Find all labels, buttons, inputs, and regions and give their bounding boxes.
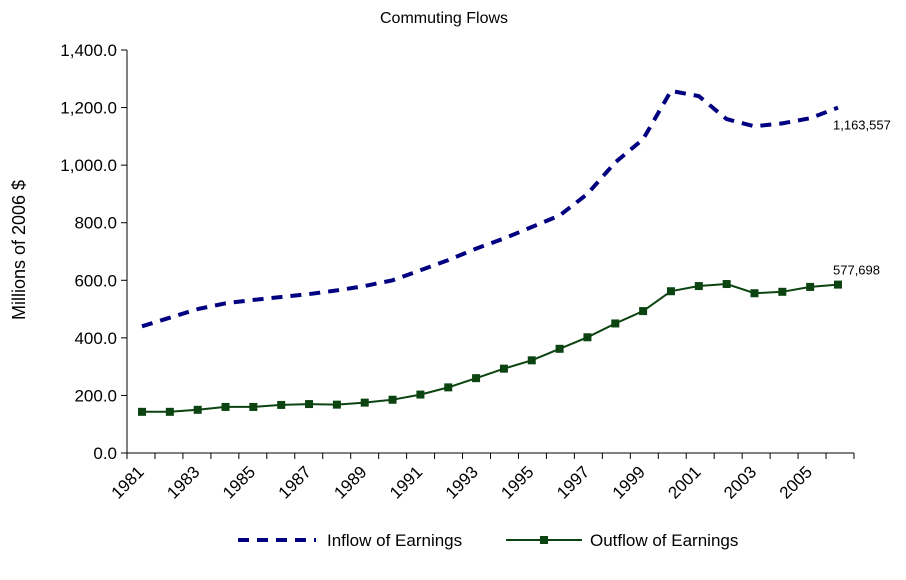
- x-tick-label: 1999: [609, 462, 649, 502]
- data-point: [138, 407, 146, 416]
- plot-area: 1,163,557 577,698: [138, 88, 891, 416]
- y-tick-label: 400.0: [74, 329, 117, 348]
- x-tick-label: 2005: [776, 462, 816, 502]
- y-axis-label: Millions of 2006 $: [9, 180, 29, 320]
- data-point: [527, 356, 536, 365]
- x-tick-label: 1991: [386, 462, 426, 502]
- legend-label-inflow: Inflow of Earnings: [327, 531, 462, 550]
- series-line-inflow: [141, 88, 839, 329]
- x-tick-label: 2001: [664, 462, 704, 502]
- y-tick-label: 1,200.0: [60, 99, 117, 118]
- data-point: [834, 280, 842, 289]
- legend-label-outflow: Outflow of Earnings: [590, 531, 738, 550]
- data-point: [694, 282, 703, 291]
- data-point: [444, 383, 453, 392]
- data-point: [611, 319, 620, 328]
- data-point: [221, 402, 230, 411]
- data-label-inflow: 1,163,557: [833, 118, 891, 133]
- series-line-outflow: [142, 283, 839, 413]
- x-tick-label: 1981: [108, 462, 148, 502]
- data-point: [472, 374, 481, 383]
- y-tick-label: 1,000.0: [60, 156, 117, 175]
- data-point: [388, 395, 397, 404]
- y-tick-label: 0.0: [93, 444, 117, 463]
- data-point: [750, 289, 759, 298]
- data-point: [332, 400, 341, 409]
- legend-marker-outflow: [540, 536, 548, 544]
- chart-title: Commuting Flows: [380, 10, 508, 27]
- data-point: [165, 407, 174, 416]
- data-point: [583, 333, 592, 342]
- y-tick-label: 800.0: [74, 214, 117, 233]
- data-point: [249, 402, 258, 411]
- y-axis: 0.0 200.0 400.0 600.0 800.0 1,000.0 1,200.0 1,4…: [60, 41, 128, 463]
- y-tick-label: 1,400.0: [60, 41, 117, 60]
- data-point: [499, 364, 508, 373]
- x-axis: 1981 1983 1985 1987 1989 1991 1993 1995 1997 1999…: [108, 452, 855, 503]
- data-point: [666, 287, 675, 296]
- x-tick-label: 1997: [553, 462, 593, 502]
- data-point: [722, 280, 731, 289]
- x-tick-label: 1993: [442, 462, 482, 502]
- data-label-outflow: 577,698: [833, 263, 880, 278]
- y-tick-label: 200.0: [74, 386, 117, 405]
- x-tick-label: 1987: [275, 462, 315, 502]
- x-tick-label: 1985: [219, 462, 259, 502]
- data-point: [360, 398, 369, 407]
- data-point: [806, 282, 815, 291]
- data-point: [416, 390, 425, 399]
- data-point: [555, 344, 564, 353]
- y-tick-label: 600.0: [74, 271, 117, 290]
- x-tick-label: 2003: [720, 462, 760, 502]
- x-tick-label: 1995: [497, 462, 537, 502]
- legend: Inflow of Earnings Outflow of Earnings: [238, 531, 738, 550]
- data-point: [305, 400, 314, 409]
- data-point: [277, 400, 286, 409]
- data-point: [778, 287, 787, 296]
- data-point: [639, 307, 648, 316]
- x-tick-label: 1989: [330, 462, 370, 502]
- data-point: [193, 405, 202, 414]
- x-tick-label: 1983: [163, 462, 203, 502]
